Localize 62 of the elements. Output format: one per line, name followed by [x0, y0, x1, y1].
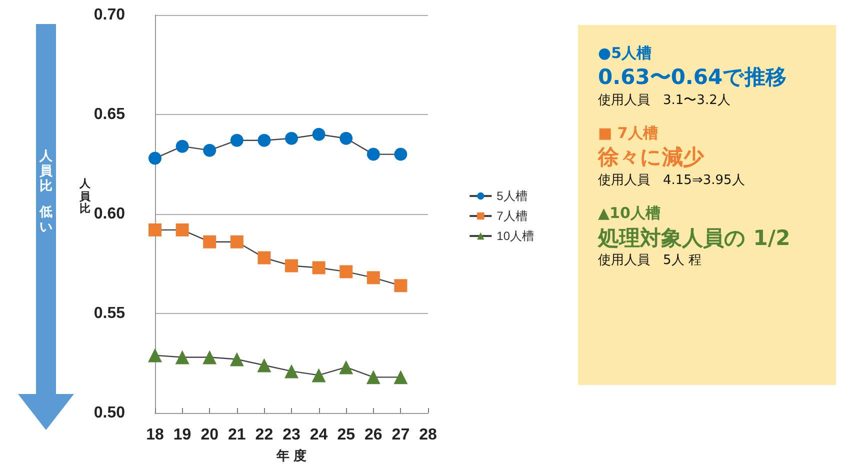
text: 使用人員 4.15⇒3.95人 [598, 172, 746, 190]
point [340, 265, 353, 278]
point [366, 271, 380, 284]
y-tick-label: 0.65 [94, 106, 126, 123]
text: 低い [40, 205, 52, 236]
text: 0.63〜0.64で推移 [598, 64, 788, 92]
point [285, 132, 298, 145]
x-tick-label: 18 [146, 426, 164, 444]
x-tick-label: 25 [337, 426, 356, 444]
point [340, 132, 353, 145]
point [394, 370, 408, 384]
text: 人員比 [40, 149, 52, 195]
point [148, 152, 162, 165]
point [312, 368, 326, 382]
point [257, 358, 272, 372]
y-axis-title: 人員比 [80, 177, 90, 216]
point [339, 360, 354, 374]
point [230, 134, 244, 147]
point [366, 148, 380, 161]
point [394, 148, 408, 161]
x-tick-label: 20 [200, 426, 219, 444]
point [394, 279, 408, 292]
text: ■ 7人槽 [598, 123, 659, 144]
x-axis-title: 年 度 [276, 448, 306, 463]
text: 徐々に減少 [598, 144, 706, 172]
x-tick-label: 28 [419, 426, 437, 444]
point [148, 348, 162, 362]
x-tick-label: 27 [392, 426, 410, 444]
point [258, 134, 271, 147]
point [176, 140, 189, 153]
x-tick-label: 19 [173, 426, 192, 444]
text: 使用人員 3.1〜3.2人 [598, 92, 732, 110]
x-tick-label: 23 [282, 426, 300, 444]
x-tick-label: 24 [310, 426, 328, 444]
y-tick-label: 0.50 [94, 404, 126, 422]
text: ●5人槽 [598, 43, 653, 64]
point [366, 370, 380, 384]
x-tick-label: 21 [228, 426, 246, 444]
point [285, 259, 298, 272]
y-tick-label: 0.55 [94, 305, 126, 322]
y-tick-label: 0.70 [94, 6, 126, 24]
point [202, 350, 217, 364]
point [176, 223, 189, 236]
point [312, 128, 326, 141]
legend-label: 7人槽 [496, 209, 528, 223]
point [230, 352, 244, 366]
text: 使用人員 5人 程 [598, 252, 702, 270]
x-tick-label: 22 [255, 426, 274, 444]
point [284, 364, 298, 378]
legend-label: 10人槽 [496, 229, 534, 243]
point [203, 144, 216, 157]
point [230, 235, 244, 248]
text: 処理対象人員の 1/2 [598, 224, 792, 252]
point [175, 350, 190, 364]
point [148, 223, 162, 236]
y-tick-label: 0.60 [94, 206, 126, 222]
point [258, 251, 271, 264]
point [312, 261, 326, 274]
legend-label: 5人槽 [496, 189, 528, 203]
text: ▲10人槽 [598, 203, 662, 224]
point [203, 235, 216, 248]
x-tick-label: 26 [364, 426, 382, 444]
